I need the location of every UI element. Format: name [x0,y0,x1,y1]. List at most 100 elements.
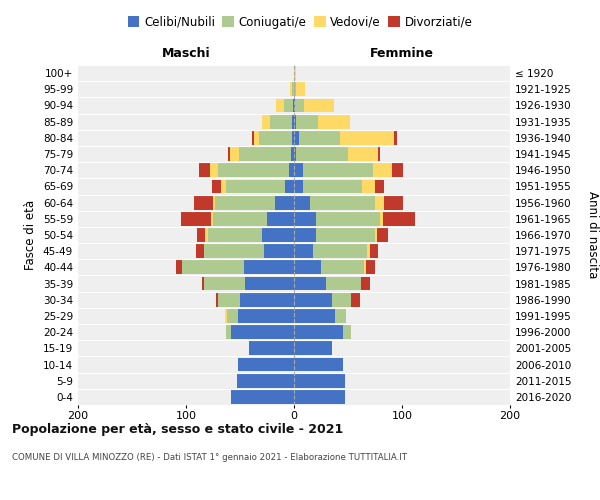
Bar [294,147,296,161]
Bar [378,147,380,161]
Bar [367,244,370,258]
Bar [262,115,270,128]
Bar [294,326,343,339]
Bar [238,358,294,372]
Bar [351,293,360,306]
Bar [226,326,232,339]
Bar [218,293,240,306]
Bar [240,293,294,306]
Bar [202,276,205,290]
Text: Maschi: Maschi [161,47,211,60]
Bar [292,131,294,144]
Bar [299,131,340,144]
Bar [340,131,394,144]
Bar [292,115,294,128]
Bar [313,244,367,258]
Bar [213,212,267,226]
Bar [275,196,294,209]
Bar [294,342,332,355]
Bar [302,164,373,177]
Bar [264,244,294,258]
Bar [294,196,310,209]
Bar [221,180,226,194]
Bar [380,212,383,226]
Bar [226,180,286,194]
Bar [392,164,403,177]
Bar [316,228,375,242]
Bar [310,196,375,209]
Bar [321,260,364,274]
Bar [248,342,294,355]
Bar [294,276,326,290]
Bar [294,164,302,177]
Bar [284,98,293,112]
Bar [176,260,182,274]
Bar [232,326,294,339]
Bar [332,293,351,306]
Bar [290,82,292,96]
Bar [199,164,210,177]
Bar [262,228,294,242]
Bar [267,212,294,226]
Bar [361,276,370,290]
Bar [205,244,264,258]
Bar [259,131,292,144]
Bar [254,131,259,144]
Bar [237,374,294,388]
Bar [296,147,348,161]
Bar [252,131,254,144]
Bar [364,260,367,274]
Bar [318,115,350,128]
Bar [211,212,213,226]
Bar [302,180,362,194]
Bar [375,196,383,209]
Bar [375,180,383,194]
Bar [296,115,318,128]
Bar [377,228,388,242]
Bar [230,147,239,161]
Bar [205,276,245,290]
Bar [197,228,205,242]
Bar [316,212,380,226]
Bar [335,309,346,323]
Bar [238,309,294,323]
Bar [294,131,299,144]
Bar [286,180,294,194]
Y-axis label: Anni di nascita: Anni di nascita [586,192,599,278]
Bar [383,196,403,209]
Bar [294,212,316,226]
Bar [216,293,218,306]
Bar [294,180,302,194]
Bar [225,309,227,323]
Bar [373,164,392,177]
Legend: Celibi/Nubili, Coniugati/e, Vedovi/e, Divorziati/e: Celibi/Nubili, Coniugati/e, Vedovi/e, Di… [123,11,477,34]
Bar [394,131,397,144]
Bar [343,326,351,339]
Y-axis label: Fasce di età: Fasce di età [25,200,37,270]
Bar [294,390,345,404]
Bar [292,82,294,96]
Bar [215,196,275,209]
Bar [212,180,221,194]
Bar [370,244,378,258]
Bar [208,228,262,242]
Bar [375,228,377,242]
Bar [270,115,292,128]
Bar [239,147,291,161]
Bar [194,196,213,209]
Bar [218,164,289,177]
Bar [383,212,415,226]
Bar [244,260,294,274]
Bar [294,115,296,128]
Text: Femmine: Femmine [370,47,434,60]
Bar [232,390,294,404]
Bar [294,358,343,372]
Bar [296,82,305,96]
Bar [348,147,378,161]
Bar [210,164,218,177]
Bar [294,244,313,258]
Text: COMUNE DI VILLA MINOZZO (RE) - Dati ISTAT 1° gennaio 2021 - Elaborazione TUTTITA: COMUNE DI VILLA MINOZZO (RE) - Dati ISTA… [12,452,407,462]
Bar [367,260,375,274]
Bar [362,180,375,194]
Bar [182,260,244,274]
